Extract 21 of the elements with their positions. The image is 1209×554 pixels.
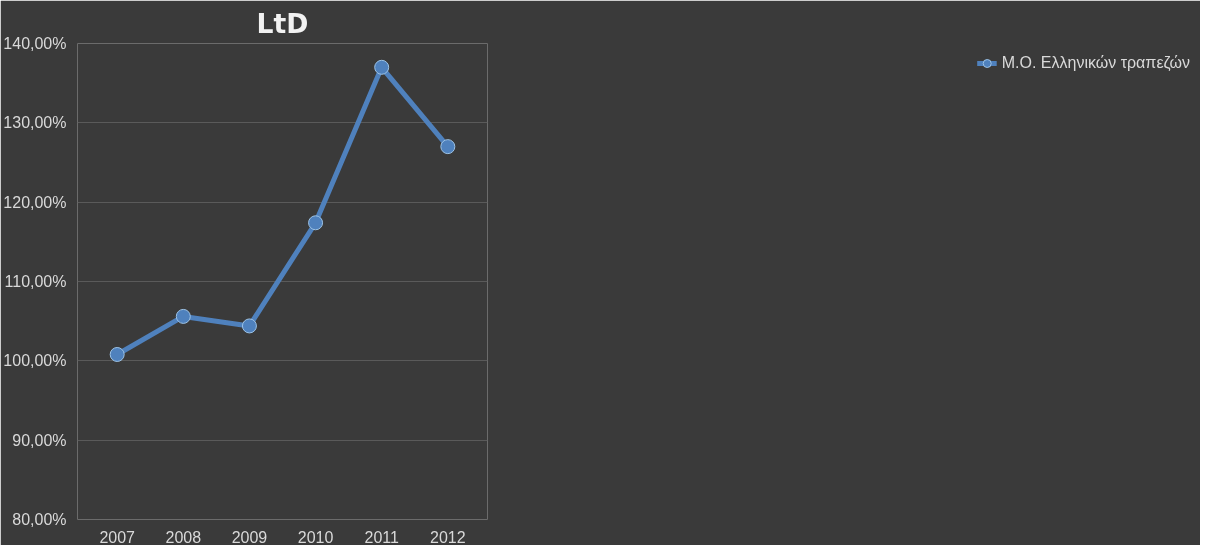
x-tick-label: 2007	[99, 528, 136, 546]
y-tick-label: 80,00%	[12, 511, 67, 528]
y-tick-label: 90,00%	[12, 431, 67, 449]
x-tick-label: 2008	[165, 528, 202, 546]
y-tick-label: 110,00%	[4, 273, 67, 290]
x-tick-label: 2009	[231, 528, 268, 546]
y-tick-label: 140,00%	[3, 35, 67, 52]
point	[175, 308, 191, 324]
point	[374, 59, 390, 75]
point	[440, 139, 456, 155]
y-tick-label: 100,00%	[3, 352, 67, 370]
x-tick-label: 2012	[430, 528, 466, 546]
x-tick-label: 2011	[364, 528, 399, 546]
legend-label: Μ.Ο. Ελληνικών τραπεζών	[1001, 54, 1190, 72]
chart-title: LtD	[256, 7, 309, 39]
x-tick-label: 2010	[297, 528, 334, 546]
y-tick-label: 120,00%	[3, 193, 67, 211]
point	[109, 347, 125, 362]
point	[308, 215, 324, 231]
y-tick-label: 130,00%	[3, 114, 67, 132]
point	[241, 318, 257, 334]
